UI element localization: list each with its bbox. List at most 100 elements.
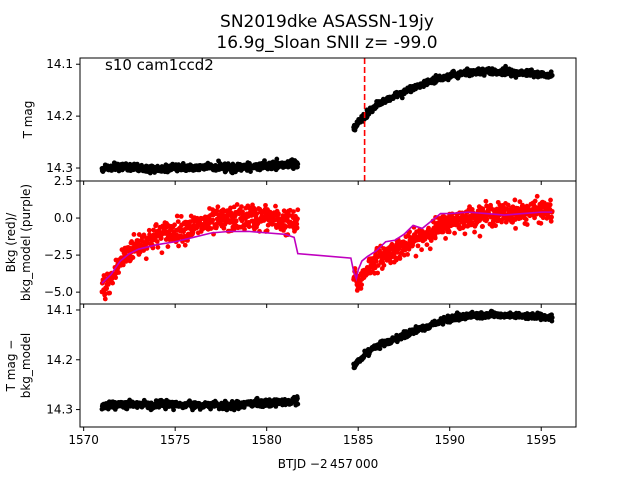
data-point [239, 204, 244, 210]
data-point [462, 231, 468, 237]
plot-area-bottom [99, 308, 555, 413]
data-point [281, 208, 287, 214]
data-points-bottom [99, 308, 555, 413]
data-point [549, 315, 555, 321]
data-point [547, 202, 553, 208]
chart-title: SN2019dke ASASSN-19jy [220, 12, 434, 32]
data-point [228, 205, 233, 211]
data-point [295, 207, 301, 213]
data-point [294, 225, 300, 231]
data-point [494, 206, 500, 212]
data-point [548, 197, 553, 203]
data-point [503, 219, 509, 225]
middle-panel: 2.5 0.0 −2.5 −5.0 Bkg (red)/bkg_model (purpl… [4, 174, 577, 308]
data-point [505, 202, 511, 208]
data-point [208, 226, 214, 231]
x-tick-label: 1595 [526, 433, 557, 447]
data-point [130, 255, 136, 261]
data-point [388, 260, 394, 266]
data-point [221, 225, 227, 231]
data-point [540, 215, 546, 221]
data-point [273, 203, 278, 209]
y-tick-label: 14.3 [46, 403, 73, 417]
data-point [264, 228, 270, 234]
y-tick-label: −2.5 [44, 248, 73, 262]
data-point [182, 242, 188, 248]
y-tick-label: 14.2 [46, 109, 73, 123]
y-tick-label: 14.1 [46, 57, 73, 71]
data-point [113, 275, 119, 281]
data-point [282, 225, 288, 230]
data-point [295, 401, 301, 407]
data-point [532, 215, 537, 221]
data-point [358, 286, 364, 291]
data-point [513, 225, 518, 231]
data-point [512, 197, 518, 203]
data-point [291, 209, 296, 214]
data-point [419, 247, 424, 253]
data-point [116, 270, 122, 275]
data-point [263, 202, 268, 208]
bottom-panel: 1570 1575 1580 1585 1590 1595 14.1 14.2 14.3 T ma… [4, 303, 577, 447]
data-point [549, 318, 555, 324]
data-point [359, 282, 365, 288]
data-point [480, 224, 485, 229]
data-point [233, 218, 239, 224]
data-point [295, 161, 301, 167]
data-points-middle [99, 193, 555, 302]
data-point [397, 256, 403, 261]
x-tick-label: 1575 [160, 433, 191, 447]
data-point [188, 219, 193, 225]
data-point [155, 244, 161, 250]
data-point [215, 204, 221, 210]
data-point [154, 239, 160, 244]
data-point [120, 262, 126, 268]
x-tick-label: 1570 [68, 433, 99, 447]
x-tick-label: 1585 [343, 433, 374, 447]
sector-annotation: s10 cam1ccd2 [105, 56, 214, 74]
data-point [110, 280, 116, 286]
data-point [214, 208, 220, 214]
data-point [493, 223, 498, 229]
data-points-top [99, 63, 555, 176]
model-line [101, 211, 553, 284]
y-tick-label: 14.2 [46, 353, 73, 367]
data-point [472, 229, 477, 235]
data-point [276, 211, 281, 217]
y-tick-label: 0.0 [54, 211, 73, 225]
data-point [426, 225, 431, 231]
data-point [102, 292, 108, 298]
data-point [295, 395, 300, 401]
data-point [538, 220, 544, 226]
chart-subtitle: 16.9g_Sloan SNII z= -99.0 [216, 33, 437, 53]
data-point [151, 227, 156, 233]
data-point [131, 232, 137, 237]
data-point [254, 211, 260, 217]
data-point [549, 214, 554, 220]
y-axis-label: T mag −bkg_model [4, 333, 33, 399]
data-point [548, 218, 554, 224]
data-point [534, 193, 540, 199]
data-point [549, 73, 555, 78]
data-point [517, 199, 523, 205]
data-point [446, 229, 452, 235]
data-point [524, 222, 530, 227]
x-axis-label: BTJD −2 457 000 [278, 457, 378, 471]
plot-area-middle [99, 193, 555, 302]
y-tick-label: 2.5 [54, 174, 73, 188]
data-point [165, 244, 171, 249]
axes-frame [79, 303, 577, 428]
data-point [210, 217, 216, 223]
data-point [107, 290, 113, 296]
data-point [234, 202, 240, 207]
data-point [104, 285, 110, 291]
data-point [440, 229, 446, 235]
data-point [146, 227, 152, 233]
x-tick-label: 1590 [434, 433, 465, 447]
data-point [242, 226, 247, 232]
data-point [175, 219, 181, 225]
data-point [294, 221, 300, 227]
data-point [480, 206, 486, 212]
data-point [102, 296, 108, 302]
data-point [452, 230, 457, 236]
